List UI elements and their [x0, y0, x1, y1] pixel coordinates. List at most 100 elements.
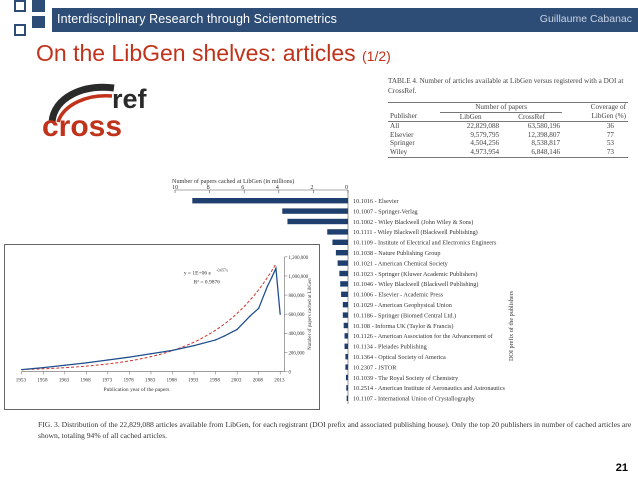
x-tick-label: 2 — [310, 184, 313, 191]
x-tick-label: 8 — [207, 184, 210, 191]
column-header-crossref: CrossRef — [501, 112, 563, 123]
y-axis-title: Number of papers cached at LibGen — [308, 278, 313, 350]
bar — [342, 302, 348, 308]
coverage-header-1: Coverage of — [562, 102, 628, 113]
x-tick-label: 4 — [276, 184, 279, 191]
x-tick-label: 1978 — [123, 377, 134, 383]
bar-chart-publishers: Number of papers cached at LibGen (in mi… — [172, 178, 515, 404]
category-label: 10.1038 - Nature Publishing Group — [353, 250, 440, 257]
x-tick-label: 1963 — [59, 377, 70, 383]
fit-r-squared: R² = 0.9876 — [194, 280, 221, 286]
data-point — [107, 359, 109, 361]
data-point — [85, 362, 88, 364]
data-point — [128, 356, 131, 358]
column-header-libgen: LibGen — [440, 112, 502, 123]
table-row: Wiley 4,973,954 6,848,146 73 — [388, 147, 628, 158]
y-tick-label: 0 — [288, 370, 291, 375]
y-tick-label: 1,200,000 — [288, 256, 308, 261]
data-point — [150, 353, 152, 355]
bar — [340, 281, 348, 287]
category-label: 10.1186 - Springer (Biomed Central Ltd.) — [353, 312, 456, 319]
bar — [192, 198, 348, 204]
category-label: 10.1046 - Wiley Blackwell (Blackwell Pub… — [353, 281, 478, 288]
presentation-title: Interdisciplinary Research through Scien… — [57, 12, 338, 26]
bar — [343, 322, 348, 329]
bar — [332, 239, 348, 245]
data-point — [171, 349, 174, 352]
bar — [341, 291, 348, 297]
logo-word-super: ref — [112, 84, 148, 114]
table-row: Elsevier 9,579,795 12,398,807 77 — [390, 130, 614, 139]
category-label: 10.1364 - Optical Society of America — [353, 354, 446, 361]
category-label: 10.1039 - The Royal Society of Chemistry — [353, 375, 459, 382]
table-row: Springer 4,504,256 8,538,817 53 — [390, 139, 614, 148]
category-label: 10.1107 - International Union of Crystal… — [353, 396, 476, 403]
category-label: 10.1002 - Wiley Blackwell (John Wiley & … — [353, 219, 473, 226]
category-label: 10.1006 - Elsevier - Academic Press — [353, 292, 444, 299]
category-label: 10.1023 - Springer (Kluwer Academic Publ… — [353, 271, 477, 278]
y-tick-label: 200,000 — [288, 351, 305, 356]
table-caption: TABLE 4. Number of articles available at… — [388, 77, 624, 95]
x-tick-label: 0 — [345, 184, 348, 191]
bar — [344, 343, 348, 349]
table-4: TABLE 4. Number of articles available at… — [388, 76, 638, 158]
data-point — [266, 285, 268, 288]
crossref-logo: cross ref — [42, 83, 148, 143]
data-point — [21, 368, 23, 371]
category-label: 10.2514 - American Institute of Aeronaut… — [353, 385, 505, 392]
y-tick-label: 400,000 — [288, 332, 305, 337]
figure-caption: FIG. 3. Distribution of the 22,829,088 a… — [38, 420, 632, 440]
category-label: 10.1021 - American Chemical Society — [353, 260, 449, 267]
bar-chart-title: Number of papers cached at LibGen (in mi… — [172, 178, 294, 185]
fit-exponent: -0.057x — [216, 269, 228, 273]
table-4-grid: Number of papers Coverage of Publisher L… — [388, 102, 628, 158]
category-label: 10.1111 - Wiley Blackwell (Blackwell Pub… — [353, 229, 478, 236]
header-square-top-left — [14, 0, 26, 12]
logo-arc-red — [56, 94, 113, 123]
x-tick-label: 1973 — [102, 377, 113, 383]
slide-title-text: On the LibGen shelves: articles — [36, 40, 356, 66]
category-label: 10.1029 - American Geophysical Union — [353, 302, 452, 309]
slide-title-part: (1/2) — [362, 48, 391, 64]
bar — [345, 354, 348, 360]
bar — [337, 260, 348, 266]
bar — [335, 250, 348, 256]
header-square-bottom — [14, 24, 26, 36]
category-label: 10.2307 - JSTOR — [353, 364, 397, 371]
data-point — [42, 366, 44, 369]
fit-equation: y = 1E+06 e — [184, 271, 212, 277]
x-tick-label: 1968 — [80, 377, 91, 383]
data-point — [275, 267, 277, 270]
x-tick-label: 2003 — [231, 377, 242, 383]
x-tick-label: 2013 — [274, 377, 285, 383]
logo-arc-dark — [48, 83, 115, 123]
x-tick-label: 10 — [172, 184, 178, 191]
series-line — [21, 265, 281, 371]
bar — [346, 385, 348, 391]
x-tick-label: 2008 — [253, 377, 264, 383]
data-point — [223, 335, 225, 337]
bar — [344, 333, 348, 339]
header-bar: Interdisciplinary Research through Scien… — [52, 8, 638, 32]
x-axis-title: Publication year of the papers — [104, 386, 170, 393]
category-label: 10.1016 - Elsevier — [353, 198, 399, 205]
data-point — [236, 328, 238, 331]
data-point — [193, 344, 195, 347]
logo-word-main: cross — [42, 110, 122, 143]
y-tick-label: 600,000 — [288, 313, 305, 318]
category-label: 10.1109 - Institute of Electrical and El… — [353, 240, 497, 247]
header-square-top-right — [32, 0, 45, 12]
line-chart-years: 1953 1958 1963 1968 1973 1978 1983 1988 1993 1998… — [4, 244, 320, 410]
bar — [327, 229, 348, 235]
category-label: 10.1007 - Springer-Verlag — [353, 208, 418, 215]
data-point — [249, 315, 251, 317]
data-point — [214, 339, 217, 341]
coverage-header-2: LibGen (%) — [562, 112, 628, 123]
data-point — [270, 277, 273, 279]
x-tick-label: 6 — [241, 184, 244, 191]
author-name: Guillaume Cabanac — [539, 13, 632, 25]
data-point — [257, 307, 260, 310]
bar — [339, 270, 348, 277]
category-label: 10.108 - Informa UK (Taylor & Francis) — [353, 323, 453, 330]
table-row: All 22,829,088 63,580,196 36 — [390, 122, 614, 131]
